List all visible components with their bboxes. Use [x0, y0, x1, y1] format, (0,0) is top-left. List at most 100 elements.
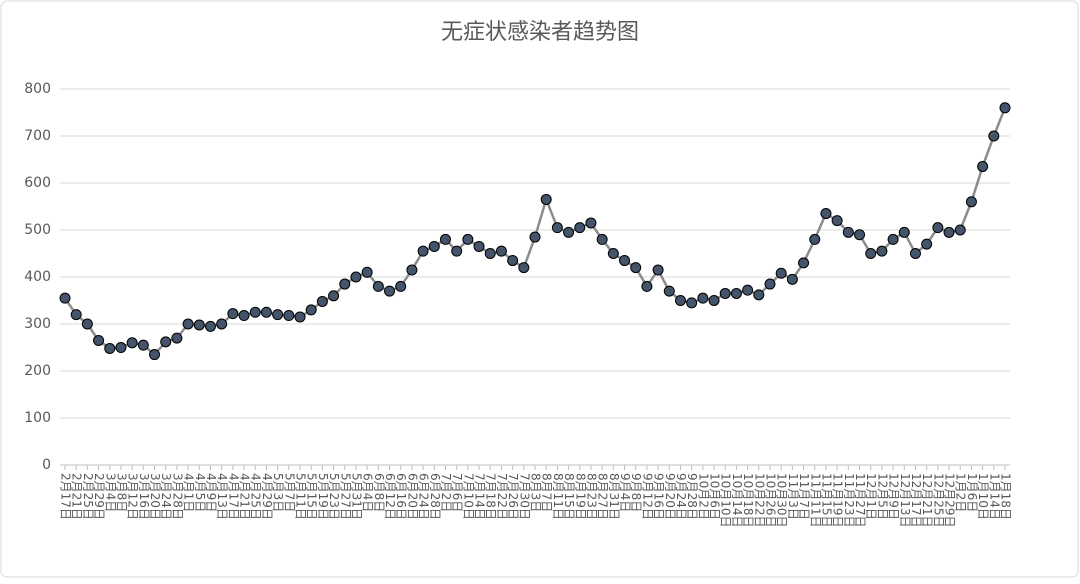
x-tick-label: 3月20日 [148, 473, 162, 520]
data-point [798, 257, 810, 269]
x-tick-label: 7月30日 [517, 473, 531, 520]
x-tick-label: 7月2日 [439, 473, 453, 512]
data-point [451, 245, 463, 257]
data-point [764, 278, 776, 290]
data-point [417, 245, 429, 257]
x-tick-label: 9月20日 [663, 473, 677, 520]
data-point [406, 264, 418, 276]
data-point [350, 271, 362, 283]
data-point [372, 280, 384, 292]
x-tick-label: 6月16日 [394, 473, 408, 520]
data-point [876, 245, 888, 257]
data-point [193, 319, 205, 331]
data-point [294, 311, 306, 323]
x-tick-label: 8月7日 [540, 473, 554, 512]
data-point [249, 306, 261, 318]
x-tick-label: 1月14日 [987, 473, 1001, 520]
y-tick-label: 700 [24, 128, 51, 144]
data-point [932, 222, 944, 234]
data-point [395, 280, 407, 292]
data-point [540, 193, 552, 205]
x-tick-label: 8月19日 [573, 473, 587, 520]
x-tick-label: 9月8日 [629, 473, 643, 512]
data-point [854, 229, 866, 241]
data-point [283, 310, 295, 322]
data-point [977, 161, 989, 173]
data-point [518, 262, 530, 274]
x-tick-label: 2月21日 [70, 473, 84, 520]
x-tick-label: 12月5日 [875, 473, 889, 520]
x-tick-label: 5月11日 [294, 473, 308, 520]
data-point [361, 266, 373, 278]
x-tick-label: 8月23日 [584, 473, 598, 520]
x-tick-label: 5月7日 [282, 473, 296, 512]
data-point [630, 262, 642, 274]
x-tick-label: 8月27日 [596, 473, 610, 520]
x-tick-label: 11月11日 [808, 473, 822, 528]
y-tick-label: 500 [24, 222, 51, 238]
x-tick-label: 8月3日 [529, 473, 543, 512]
data-point [596, 233, 608, 245]
x-tick-label: 12月1日 [864, 473, 878, 520]
x-tick-label: 4月9日 [204, 473, 218, 512]
data-point [786, 273, 798, 285]
x-tick-label: 6月8日 [372, 473, 386, 512]
x-tick-label: 3月24日 [159, 473, 173, 520]
data-point [384, 285, 396, 297]
data-point [115, 342, 127, 353]
x-tick-label: 7月6日 [450, 473, 464, 512]
y-tick-label: 400 [24, 269, 51, 285]
data-point [965, 196, 977, 208]
x-tick-label: 5月27日 [338, 473, 352, 520]
x-tick-label: 12月29日 [943, 473, 957, 528]
x-tick-label: 9月12日 [640, 473, 654, 520]
x-tick-label: 12月21日 [920, 473, 934, 528]
data-point [753, 289, 765, 301]
data-point [171, 332, 183, 344]
x-tick-label: 1月10日 [976, 473, 990, 520]
data-point [81, 318, 93, 330]
x-tick-label: 6月24日 [417, 473, 431, 520]
x-tick-label: 4月13日 [215, 473, 229, 520]
data-point [887, 233, 899, 245]
x-tick-label: 2月25日 [81, 473, 95, 520]
x-tick-label: 3月16日 [137, 473, 151, 520]
y-tick-label: 100 [24, 410, 51, 426]
x-tick-label: 11月7日 [797, 473, 811, 520]
x-tick-label: 10月30日 [775, 473, 789, 528]
data-point [999, 102, 1011, 114]
x-tick-label: 12月17日 [909, 473, 923, 528]
data-point [943, 226, 955, 238]
x-tick-label: 1月18日 [999, 473, 1013, 520]
data-point [216, 318, 228, 330]
x-tick-label: 3月4日 [103, 473, 117, 512]
y-tick-label: 300 [24, 316, 51, 332]
x-tick-label: 2月17日 [59, 473, 73, 520]
x-tick-label: 12月13日 [898, 473, 912, 528]
x-tick-label: 11月23日 [842, 473, 856, 528]
x-tick-label: 5月15日 [305, 473, 319, 520]
data-point [328, 290, 340, 302]
x-tick-label: 8月11日 [551, 473, 565, 520]
x-tick-label: 7月10日 [461, 473, 475, 520]
data-point [305, 304, 317, 316]
x-tick-label: 4月21日 [238, 473, 252, 520]
x-tick-label: 11月27日 [853, 473, 867, 528]
x-tick-label: 8月15日 [562, 473, 576, 520]
x-tick-label: 7月14日 [473, 473, 487, 520]
data-point [652, 264, 664, 276]
data-point [730, 287, 742, 299]
data-point [439, 233, 451, 245]
data-point [686, 297, 698, 309]
x-tick-label: 5月31日 [349, 473, 363, 520]
x-tick-label: 3月28日 [170, 473, 184, 520]
data-point [484, 248, 496, 259]
x-tick-label: 4月5日 [193, 473, 207, 512]
x-tick-label: 7月26日 [506, 473, 520, 520]
data-point [607, 248, 619, 259]
data-point [719, 287, 731, 299]
x-tick-label: 10月10日 [719, 473, 733, 528]
data-point [619, 255, 631, 267]
data-point [529, 231, 541, 243]
